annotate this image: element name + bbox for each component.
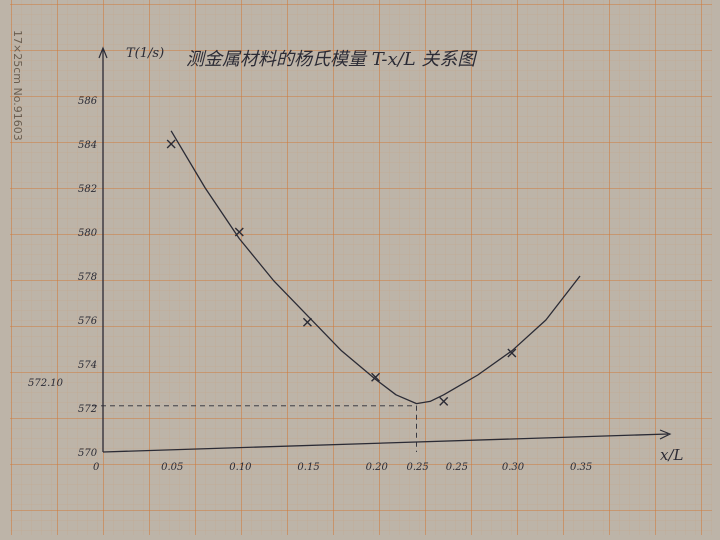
y-tick-label: 576	[78, 316, 98, 327]
y-tick-label: 578	[78, 272, 97, 283]
y-tick-label: 586	[78, 96, 98, 107]
y-tick-label: 572	[78, 404, 97, 415]
x-axis-arrow	[659, 429, 672, 440]
data-points	[166, 139, 517, 406]
data-point-marker	[234, 227, 244, 237]
tick-labels: 0 0.05 0.10 0.15 0.20 0.25 0.25 0.30 0.35 570 572 5…	[78, 96, 592, 473]
paper-brand-text: 17×25cm No.91603	[11, 30, 24, 141]
grid	[10, 0, 712, 535]
y-tick-label: 574	[78, 360, 97, 371]
data-point-stroke	[302, 317, 312, 327]
x-axis-label: x/L	[660, 446, 684, 464]
y-tick-label: 580	[78, 228, 98, 239]
min-value-label: 572.10	[28, 378, 64, 389]
x-tick-label: 0.10	[229, 462, 252, 473]
y-axis-label: T(1/s)	[126, 46, 164, 61]
data-point-stroke	[166, 139, 176, 149]
fit-curve-layer	[92, 130, 581, 452]
y-axis-arrow	[98, 46, 108, 59]
chart-title: 测金属材料的杨氏模量 T-x/L 关系图	[186, 49, 478, 70]
fit-curve	[170, 130, 581, 405]
x-tick-label: 0.30	[502, 462, 525, 473]
x-tick-label: 0.25	[446, 462, 468, 473]
x-tick-label: 0.15	[297, 462, 319, 473]
x-tick-label: 0.20	[366, 462, 389, 473]
x-tick-label: 0.35	[570, 462, 592, 473]
x-axis-line	[102, 433, 669, 453]
x-tick-label: 0.05	[161, 462, 183, 473]
y-tick-label: 582	[78, 184, 97, 195]
y-tick-label: 584	[78, 140, 97, 151]
data-point-marker	[371, 372, 381, 382]
x-tick-label: 0.25	[406, 462, 428, 473]
data-point-stroke	[507, 348, 517, 358]
data-point-stroke	[371, 372, 381, 382]
data-point-marker	[302, 317, 312, 327]
y-tick-label: 570	[78, 448, 98, 459]
axes	[98, 46, 672, 453]
data-point-marker	[166, 139, 176, 149]
data-point-marker	[439, 396, 449, 406]
x-tick-label: 0	[93, 462, 100, 473]
data-point-stroke	[234, 227, 244, 237]
data-point-marker	[507, 348, 517, 358]
data-point-stroke	[439, 396, 449, 406]
